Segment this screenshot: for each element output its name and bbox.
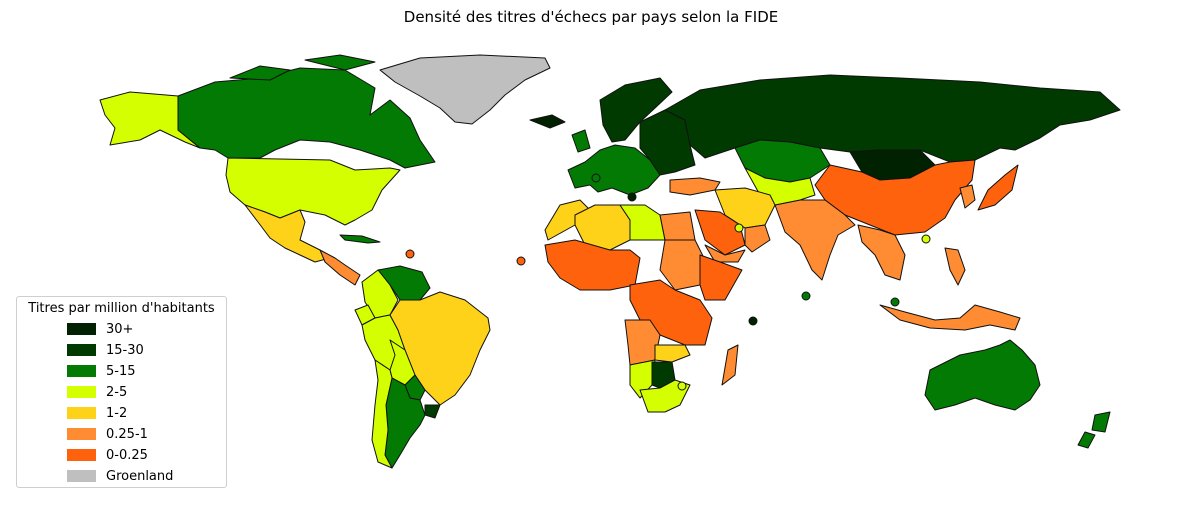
marker-brunei [921, 234, 931, 244]
region-canada [304, 54, 376, 71]
map-title: Densité des titres d'échecs par pays sel… [403, 8, 779, 26]
region-japon [977, 164, 1019, 211]
legend-swatch [67, 386, 96, 398]
region-norvège [599, 77, 673, 143]
region-afrique-de-l-ouest [544, 239, 641, 291]
region-groenland [379, 54, 551, 125]
legend-item-5-15: 5-15 [67, 363, 136, 379]
marker-singapour [890, 297, 900, 307]
marker-cap-vert [516, 256, 526, 266]
region-madagascar [721, 344, 739, 386]
marker-malte [627, 192, 637, 202]
legend-title: Titres par million d'habitants [28, 301, 215, 316]
legend-label: Groenland [106, 468, 174, 484]
legend-label: 0.25-1 [106, 426, 148, 442]
marker-maurice [677, 381, 687, 391]
legend-label: 0-0.25 [106, 447, 148, 463]
region-soudan [659, 239, 706, 291]
region-éthiopie [699, 254, 743, 301]
region-canada [229, 65, 291, 81]
region-canada [177, 67, 436, 169]
region-colombie [361, 269, 399, 319]
region-islande [529, 114, 566, 129]
region-corée [959, 184, 976, 209]
region-brésil [389, 291, 491, 406]
legend-item-30plus: 30+ [67, 321, 133, 337]
legend-item-groenland: Groenland [67, 468, 173, 484]
marker-bahreïn [734, 223, 744, 233]
legend-swatch [67, 449, 96, 461]
region-nouvelle-zélande [1091, 411, 1111, 433]
legend-label: 5-15 [106, 363, 136, 379]
region-oman [744, 224, 771, 253]
region-europe-occidentale [567, 144, 661, 196]
legend-item-0.25-1: 0.25-1 [67, 426, 148, 442]
marker-seychelles [748, 316, 758, 326]
region-chili [371, 359, 393, 469]
legend-label: 15-30 [106, 342, 144, 358]
region-états-unis [225, 157, 401, 226]
region-cuba [339, 234, 381, 244]
legend-swatch [67, 407, 96, 419]
region-libye [619, 204, 666, 241]
region-égypte [659, 211, 696, 241]
region-australie [924, 339, 1041, 411]
region-afrique-centrale [629, 279, 713, 346]
legend-swatch [67, 470, 96, 482]
legend-item-15-30: 15-30 [67, 342, 144, 358]
region-afrique-du-sud [639, 379, 691, 413]
region-nouvelle-zélande [1077, 431, 1096, 449]
map-legend: Titres par million d'habitants 30+ 15-30… [16, 296, 227, 488]
legend-item-0-0.25: 0-0.25 [67, 447, 148, 463]
region-philippines [944, 247, 966, 286]
region-europe-occidentale [571, 129, 591, 153]
legend-label: 30+ [106, 321, 134, 337]
region-turquie [669, 177, 721, 196]
legend-swatch [67, 344, 96, 356]
region-alaska [99, 91, 201, 149]
legend-swatch [67, 428, 96, 440]
region-indonésie [879, 304, 1021, 331]
region-uruguay [424, 404, 441, 419]
marker-maldives [801, 291, 811, 301]
region-inde [774, 199, 856, 281]
region-asie-du-sud-est [857, 224, 906, 281]
region-amérique-centrale [319, 249, 361, 286]
legend-swatch [67, 323, 96, 335]
legend-swatch [67, 365, 96, 377]
region-russie [664, 74, 1121, 163]
region-zambie [654, 344, 691, 363]
legend-label: 1-2 [106, 405, 128, 421]
marker-monaco [591, 173, 601, 183]
legend-item-2-5: 2-5 [67, 384, 127, 400]
marker-barbade [405, 249, 415, 259]
legend-label: 2-5 [106, 384, 128, 400]
legend-item-1-2: 1-2 [67, 405, 127, 421]
